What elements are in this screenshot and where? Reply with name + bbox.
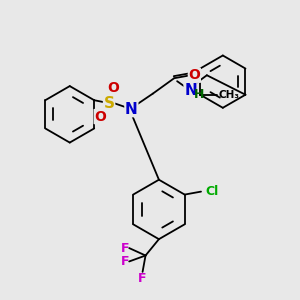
Text: Cl: Cl (206, 185, 219, 198)
Text: O: O (188, 68, 200, 82)
Text: CH₃: CH₃ (219, 90, 240, 100)
Text: F: F (121, 255, 129, 268)
Text: F: F (121, 242, 129, 255)
Text: N: N (184, 83, 197, 98)
Text: O: O (94, 110, 106, 124)
Text: F: F (138, 272, 147, 285)
Text: H: H (194, 88, 204, 101)
Text: N: N (125, 102, 138, 117)
Text: O: O (108, 81, 119, 95)
Text: S: S (103, 96, 115, 111)
